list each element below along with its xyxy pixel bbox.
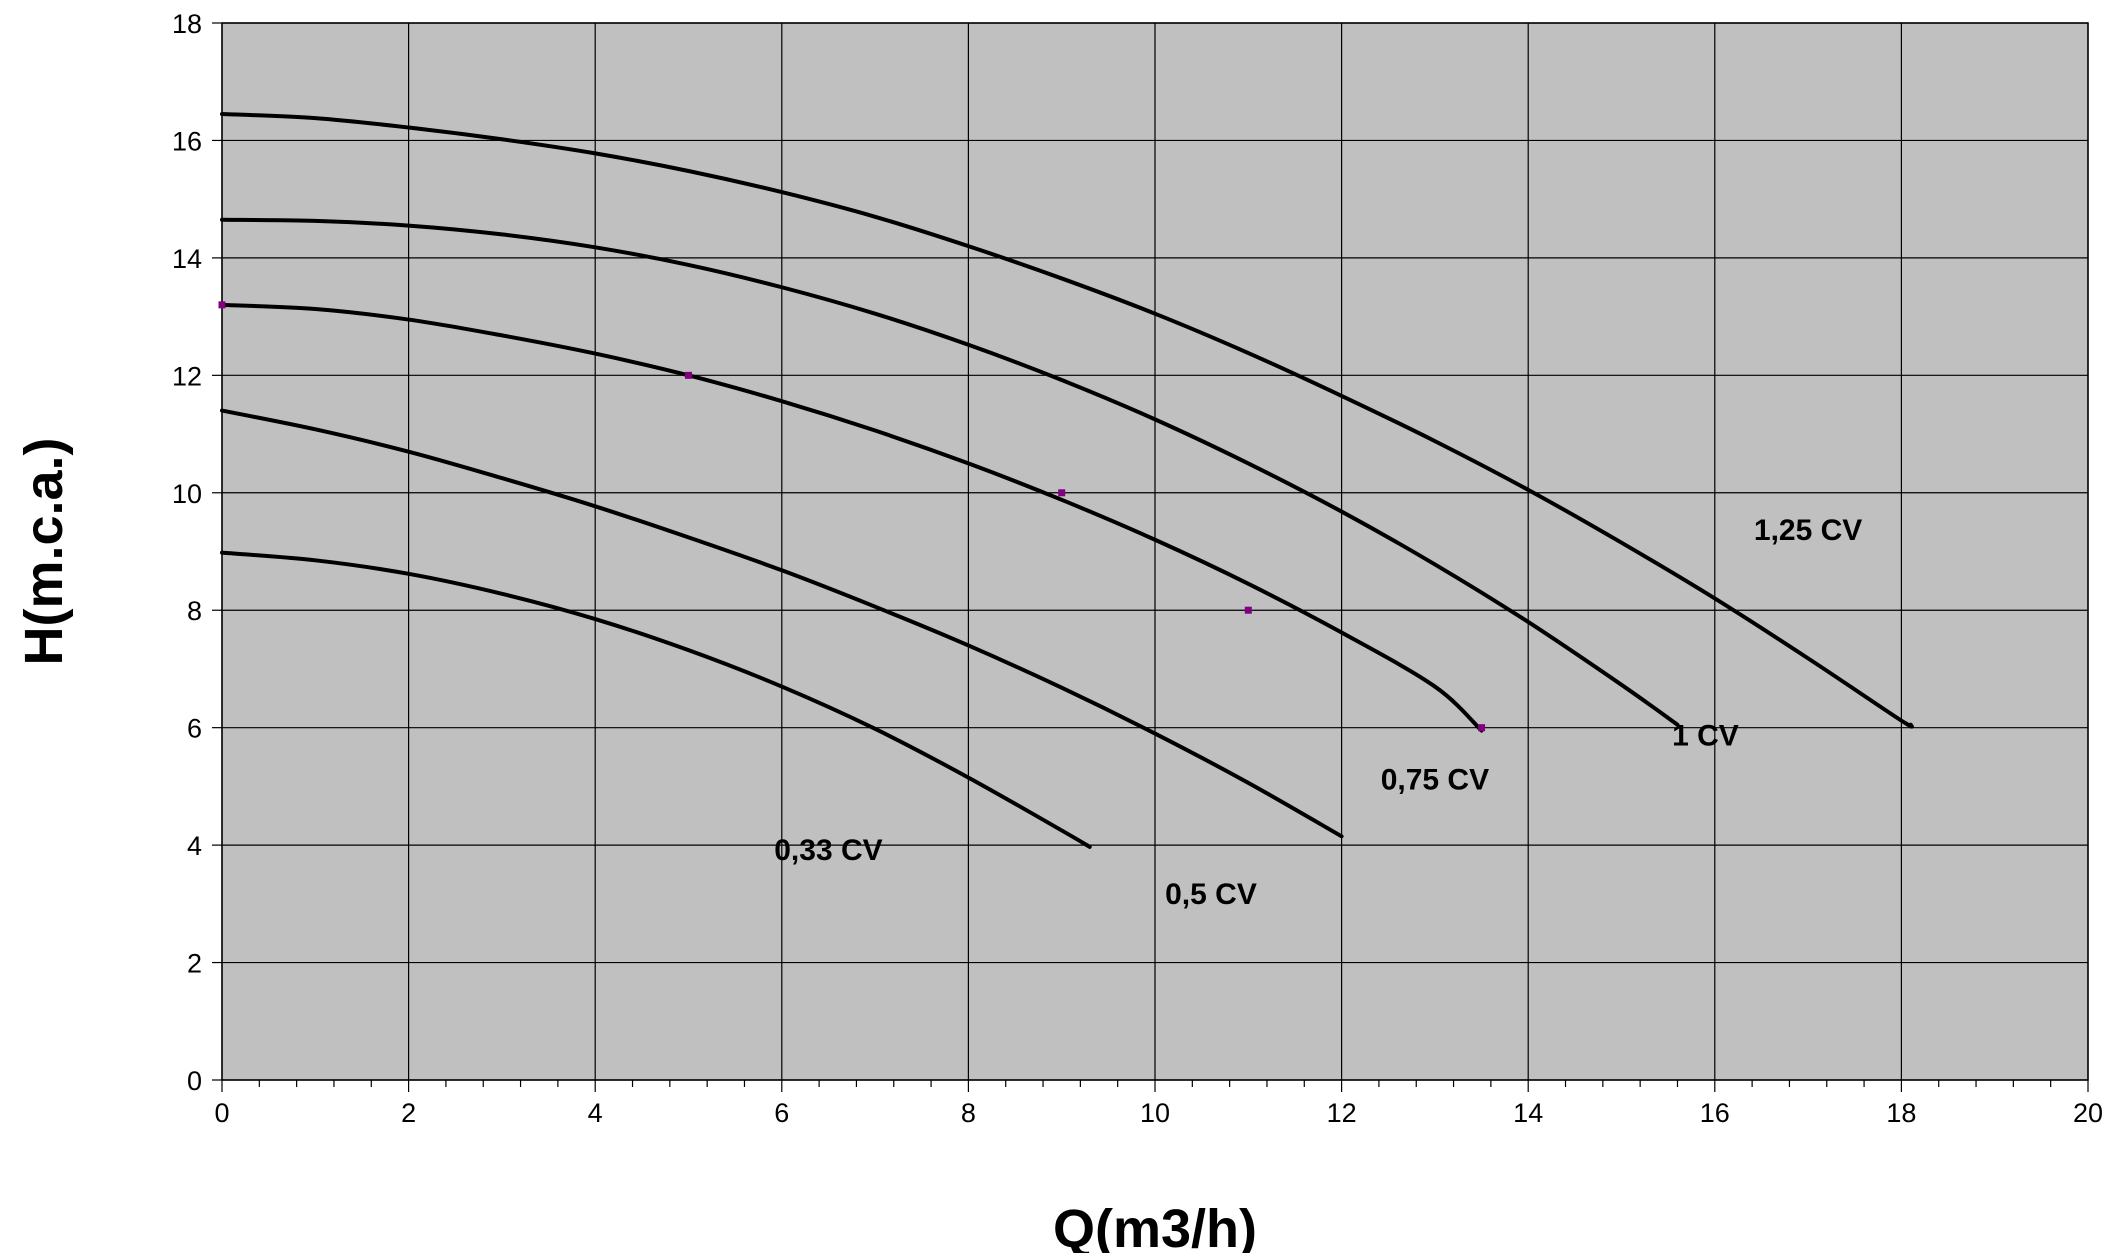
y-tick-label-2: 2 [187, 949, 202, 979]
curve-label-1: 0,33 CV [774, 834, 882, 867]
y-axis-title: H(m.c.a.) [14, 437, 74, 665]
y-tick-label-6: 6 [187, 714, 202, 744]
data-marker-1 [218, 301, 226, 309]
series-line-4 [220, 217, 1680, 727]
x-tick-label-12: 12 [1327, 1098, 1357, 1128]
data-marker-5 [1478, 724, 1486, 732]
curve-label-4: 1 CV [1672, 719, 1739, 752]
x-tick-label-16: 16 [1700, 1098, 1730, 1128]
y-tick-label-18: 18 [172, 9, 202, 39]
x-tick-label-20: 20 [2073, 1098, 2103, 1128]
curve-label-3: 0,75 CV [1381, 763, 1489, 796]
x-tick-label-6: 6 [774, 1098, 789, 1128]
y-tick-label-8: 8 [187, 596, 202, 626]
curve-lines [220, 112, 1914, 849]
x-tick-label-8: 8 [961, 1098, 976, 1128]
y-tick-label-0: 0 [187, 1066, 202, 1096]
x-tick-label-2: 2 [401, 1098, 416, 1128]
curve-labels: 0,33 CV 0,5 CV 0,75 CV 1 CV 1,25 CV [774, 514, 1862, 911]
data-marker-3 [1058, 489, 1066, 497]
data-markers [218, 301, 1486, 732]
x-axis-tick-labels: 0 2 4 6 8 10 12 14 16 18 20 [214, 1098, 2103, 1128]
x-tick-label-4: 4 [588, 1098, 603, 1128]
y-tick-label-4: 4 [187, 831, 202, 861]
series-line-2 [220, 408, 1344, 839]
y-tick-label-14: 14 [172, 244, 202, 274]
y-axis-tick-labels: 0 2 4 6 8 10 12 14 16 18 [172, 9, 202, 1096]
y-tick-label-16: 16 [172, 126, 202, 156]
y-tick-label-12: 12 [172, 361, 202, 391]
x-axis-title: Q(m3/h) [1053, 1199, 1257, 1253]
series-line-1 [220, 550, 1092, 849]
data-marker-2 [685, 371, 692, 379]
curve-label-5: 1,25 CV [1754, 514, 1862, 547]
series-line-5 [220, 112, 1914, 729]
curve-label-2: 0,5 CV [1165, 878, 1257, 911]
series-line-3 [220, 302, 1484, 733]
x-tick-label-0: 0 [214, 1098, 229, 1128]
data-marker-4 [1244, 606, 1252, 614]
x-tick-label-14: 14 [1513, 1098, 1543, 1128]
y-tick-label-10: 10 [172, 479, 202, 509]
x-tick-label-18: 18 [1886, 1098, 1916, 1128]
x-tick-label-10: 10 [1140, 1098, 1170, 1128]
